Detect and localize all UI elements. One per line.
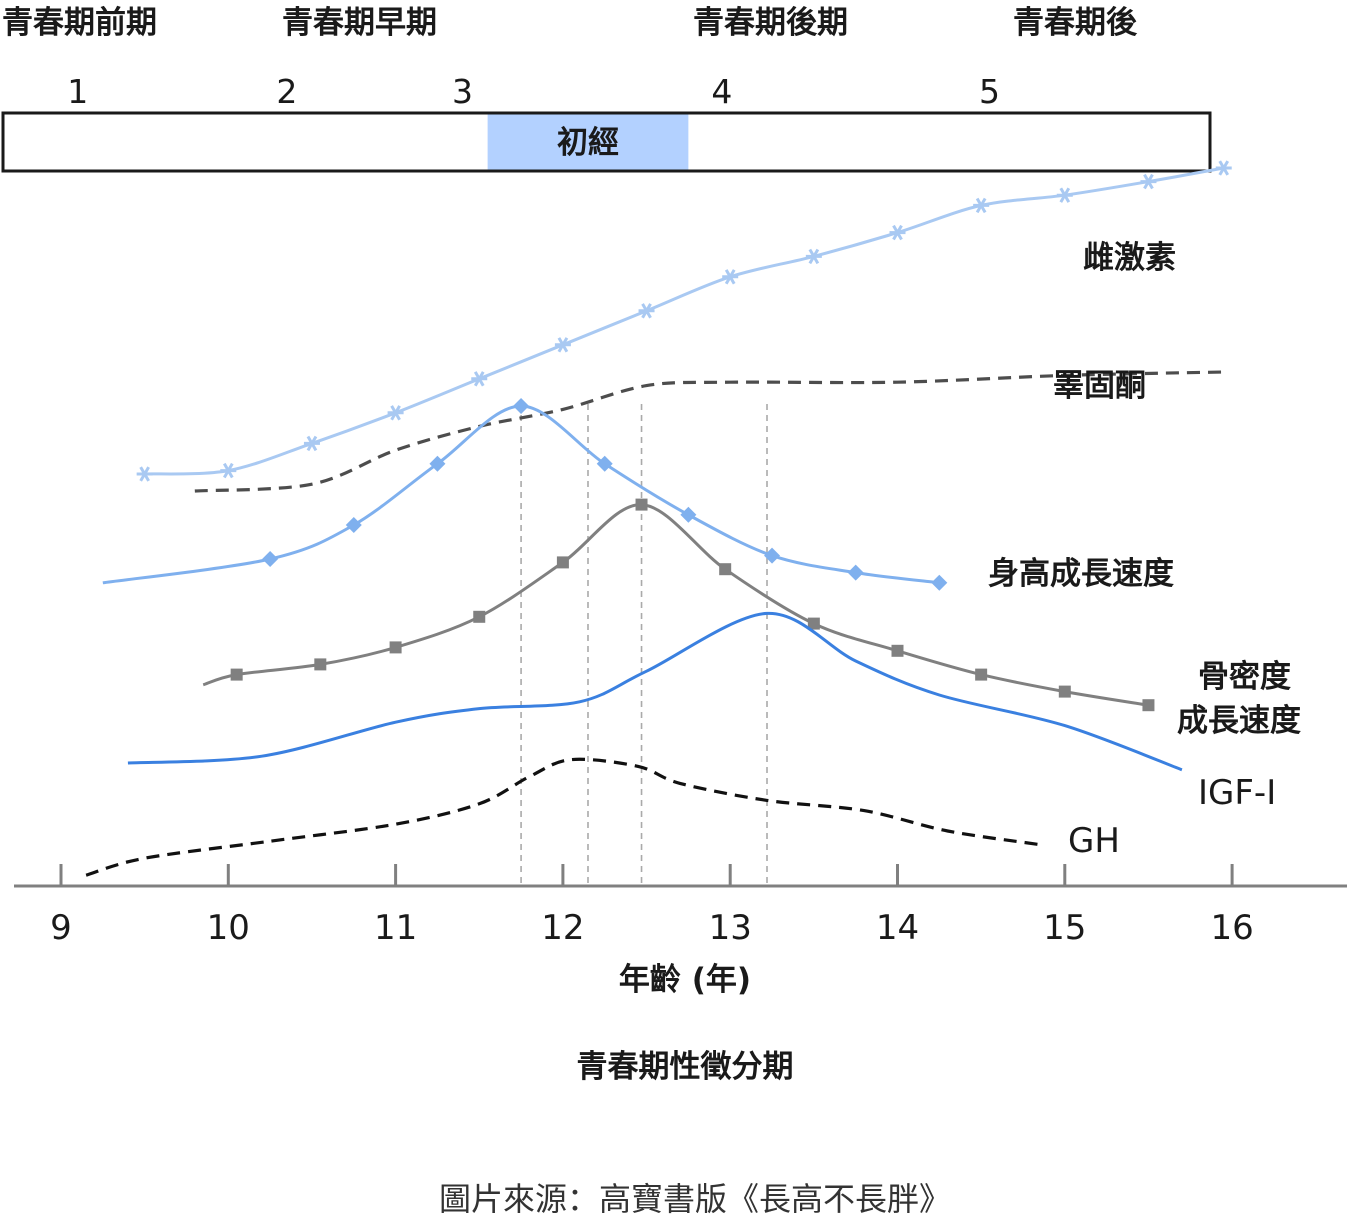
series-line-testosterone: [194, 370, 1224, 493]
series-layer: [85, 160, 1232, 877]
stage-label-late: 青春期後期: [693, 5, 848, 41]
stage-label-early: 青春期早期: [282, 5, 437, 41]
x-tick-label: 9: [50, 908, 72, 948]
data-point: [136, 466, 153, 482]
data-point: [1058, 685, 1071, 698]
data-point: [889, 224, 906, 241]
series-height-velocity: [102, 398, 948, 591]
data-point: [387, 405, 404, 421]
series-line-igf1: [127, 611, 1183, 772]
x-tick-label: 15: [1043, 908, 1086, 948]
series-label-bmd-line2: 成長速度: [1177, 703, 1301, 739]
reference-lines: [520, 404, 768, 884]
series-labels: 雌激素 睪固酮 身高成長速度 骨密度 成長速度 IGF-I GH: [988, 240, 1301, 861]
data-point: [220, 462, 237, 479]
tanner-stage-4: 4: [711, 72, 732, 111]
series-line-bone-density-velocity: [202, 503, 1149, 707]
data-point: [680, 506, 697, 523]
series-line-height-velocity: [102, 404, 940, 585]
data-point: [389, 641, 402, 654]
data-point: [722, 269, 739, 285]
menarche-label: 初經: [557, 125, 619, 161]
tanner-stage-numbers: 1 2 3 4 5: [67, 72, 1000, 111]
data-point: [891, 644, 904, 657]
tanner-stage-5: 5: [979, 72, 1000, 111]
series-igf1: [127, 611, 1183, 772]
series-label-height-velocity: 身高成長速度: [988, 556, 1174, 592]
x-tick-label: 12: [541, 908, 584, 948]
data-point: [513, 398, 530, 414]
x-tick-label: 10: [207, 908, 250, 948]
series-label-bmd-line1: 骨密度: [1198, 659, 1291, 695]
data-point: [1142, 699, 1155, 712]
chart-subtitle: 青春期性徵分期: [577, 1049, 794, 1085]
image-source-credit: 圖片來源：高寶書版《長高不長胖》: [439, 1180, 951, 1218]
puberty-timeline-box: 初經: [1, 111, 1212, 173]
series-bone-density-velocity: [202, 498, 1155, 712]
x-tick-label: 11: [374, 908, 417, 948]
data-point: [1215, 160, 1232, 176]
x-axis-ticks: 9 10 11 12 13 14 15 16: [50, 864, 1254, 948]
data-point: [975, 668, 988, 681]
series-label-igf1: IGF-I: [1198, 773, 1276, 813]
data-point: [345, 517, 362, 533]
series-label-estrogen: 雌激素: [1083, 240, 1176, 276]
stage-label-pre: 青春期前期: [2, 5, 157, 41]
series-label-testosterone: 睪固酮: [1053, 368, 1146, 404]
x-tick-label: 13: [709, 908, 752, 948]
data-point: [1056, 187, 1073, 203]
data-point: [973, 197, 990, 214]
series-estrogen: [136, 160, 1232, 482]
data-point: [764, 547, 781, 564]
series-label-gh: GH: [1068, 821, 1120, 861]
data-point: [314, 658, 327, 671]
data-point: [303, 435, 320, 452]
series-line-gh: [85, 757, 1040, 877]
data-point: [638, 303, 655, 319]
tanner-stage-2: 2: [276, 72, 297, 111]
series-line-estrogen: [144, 166, 1224, 476]
stage-label-post: 青春期後: [1013, 5, 1138, 41]
menarche-band: [487, 114, 689, 170]
timeline-box-frame: [1, 111, 1212, 173]
data-point: [931, 574, 948, 591]
data-point: [807, 617, 820, 630]
data-point: [596, 455, 613, 472]
x-axis: 9 10 11 12 13 14 15 16: [14, 864, 1347, 948]
tanner-stage-3: 3: [452, 72, 473, 111]
data-point: [847, 564, 864, 581]
series-gh: [85, 757, 1040, 877]
data-point: [554, 337, 571, 353]
stage-header: 青春期前期 青春期早期 青春期後期 青春期後: [2, 5, 1138, 41]
data-point: [556, 556, 569, 569]
series-testosterone: [194, 370, 1224, 493]
data-point: [473, 610, 486, 623]
tanner-stage-1: 1: [67, 72, 88, 111]
data-point: [230, 668, 243, 681]
data-point: [429, 455, 446, 472]
x-axis-label: 年齡 (年): [619, 962, 751, 998]
x-tick-label: 16: [1210, 908, 1253, 948]
data-point: [262, 551, 279, 567]
data-point: [471, 371, 488, 387]
x-tick-label: 14: [876, 908, 919, 948]
data-point: [719, 563, 732, 576]
data-point: [805, 248, 822, 265]
data-point: [1140, 173, 1157, 190]
data-point: [635, 498, 648, 511]
